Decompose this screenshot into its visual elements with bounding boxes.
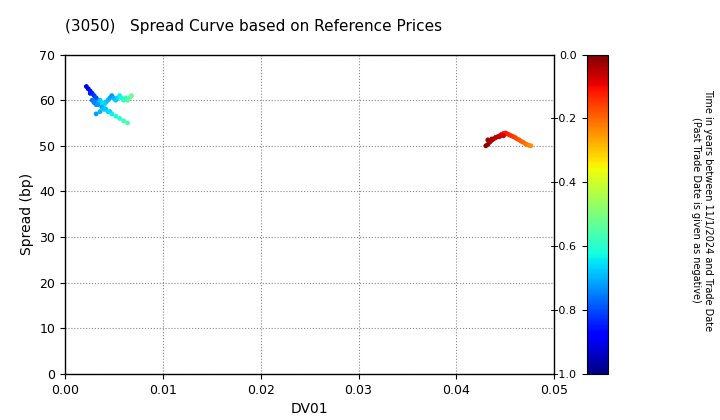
Point xyxy=(508,133,519,140)
Point xyxy=(525,142,536,149)
Point xyxy=(116,94,127,101)
Point xyxy=(498,132,509,139)
Point xyxy=(488,136,500,142)
Point xyxy=(521,141,533,148)
Point xyxy=(83,85,94,92)
Point xyxy=(503,131,515,138)
Point xyxy=(118,117,130,124)
Point xyxy=(122,120,133,126)
Point xyxy=(86,90,98,97)
Y-axis label: Spread (bp): Spread (bp) xyxy=(19,173,34,255)
Point xyxy=(517,139,528,145)
Point xyxy=(516,138,527,144)
Point xyxy=(494,133,505,140)
Point xyxy=(92,99,104,106)
Point xyxy=(84,88,96,94)
Point xyxy=(494,132,505,139)
Point xyxy=(484,139,495,145)
Point xyxy=(112,94,123,101)
Point xyxy=(81,83,92,90)
Point xyxy=(120,94,131,101)
Point xyxy=(110,97,122,104)
Point xyxy=(486,137,498,144)
Point xyxy=(482,136,494,143)
Point xyxy=(96,104,108,110)
Point xyxy=(490,134,501,141)
Point xyxy=(114,92,125,99)
Point xyxy=(100,99,112,106)
Point xyxy=(92,101,104,108)
Point xyxy=(91,110,102,117)
Point xyxy=(114,115,125,122)
Point xyxy=(89,99,100,106)
X-axis label: DV01: DV01 xyxy=(291,402,328,416)
Point xyxy=(118,97,130,104)
Point xyxy=(98,101,109,108)
Point xyxy=(91,94,102,101)
Text: Time in years between 11/1/2024 and Trade Date
(Past Trade Date is given as nega: Time in years between 11/1/2024 and Trad… xyxy=(691,89,713,331)
Point xyxy=(86,97,98,104)
Point xyxy=(89,92,100,99)
Point xyxy=(106,110,117,117)
Point xyxy=(106,92,117,99)
Point xyxy=(98,106,109,113)
Point xyxy=(89,99,100,106)
Point xyxy=(486,136,498,142)
Point xyxy=(98,101,109,108)
Point xyxy=(108,94,120,101)
Point xyxy=(94,108,106,115)
Point xyxy=(104,108,116,115)
Point xyxy=(480,142,492,149)
Point xyxy=(102,97,114,104)
Text: (3050)   Spread Curve based on Reference Prices: (3050) Spread Curve based on Reference P… xyxy=(65,18,442,34)
Point xyxy=(482,141,494,148)
Point xyxy=(110,113,122,120)
Point xyxy=(502,131,513,137)
Point xyxy=(92,97,104,104)
Point xyxy=(505,132,517,139)
Point xyxy=(122,97,133,104)
Point xyxy=(519,140,531,147)
Point xyxy=(490,134,501,141)
Point xyxy=(496,131,508,138)
Point xyxy=(84,90,96,97)
Point xyxy=(498,130,509,137)
Point xyxy=(96,104,108,110)
Point xyxy=(96,99,108,106)
Point xyxy=(100,106,112,113)
Point xyxy=(91,101,102,108)
Point xyxy=(523,142,535,149)
Point xyxy=(492,133,503,140)
Point xyxy=(511,136,523,142)
Point xyxy=(510,134,521,141)
Point xyxy=(102,108,114,115)
Point xyxy=(94,97,106,104)
Point xyxy=(125,92,137,99)
Point xyxy=(513,136,525,143)
Point xyxy=(104,94,116,101)
Point xyxy=(500,130,511,136)
Point xyxy=(124,94,135,101)
